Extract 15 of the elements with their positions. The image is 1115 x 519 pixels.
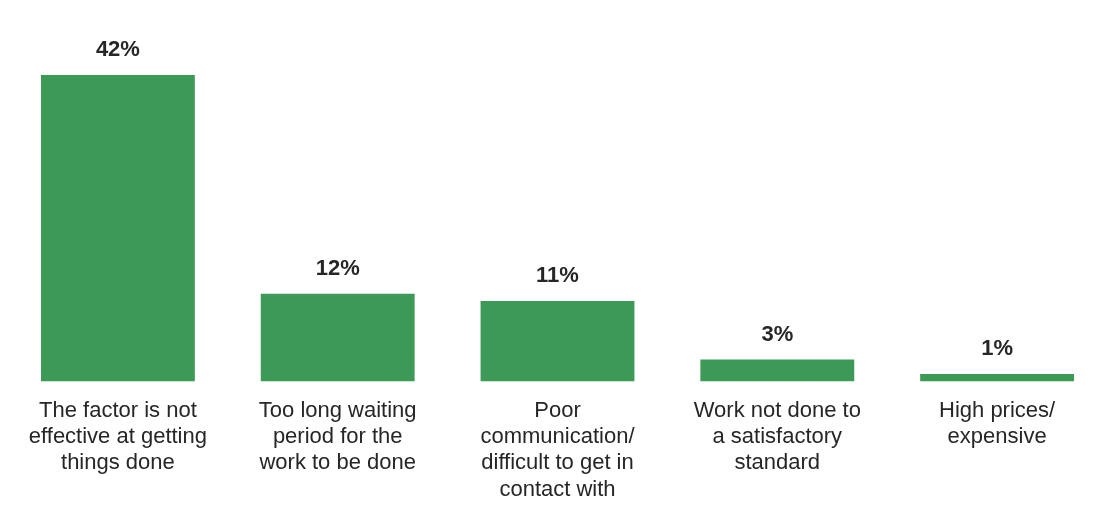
x-tick-label: Poor communication/ difficult to get in contact with — [480, 396, 636, 501]
data-label: 1% — [981, 335, 1013, 361]
bar — [920, 374, 1075, 382]
data-label: 42% — [95, 35, 140, 61]
x-tick-label: High prices/ expensive — [939, 396, 1057, 449]
bar — [480, 301, 635, 382]
data-label: 11% — [536, 262, 579, 288]
x-tick-label: The factor is not effective at getting things done — [28, 396, 207, 475]
x-tick-label: Work not done to a satisfactory standard — [693, 396, 861, 475]
bar — [700, 359, 855, 382]
data-label: 3% — [761, 320, 794, 346]
bar — [40, 74, 195, 382]
data-label: 12% — [315, 254, 360, 280]
x-tick-label: Too long waiting period for the work to be done — [258, 396, 417, 475]
bar — [260, 293, 415, 382]
